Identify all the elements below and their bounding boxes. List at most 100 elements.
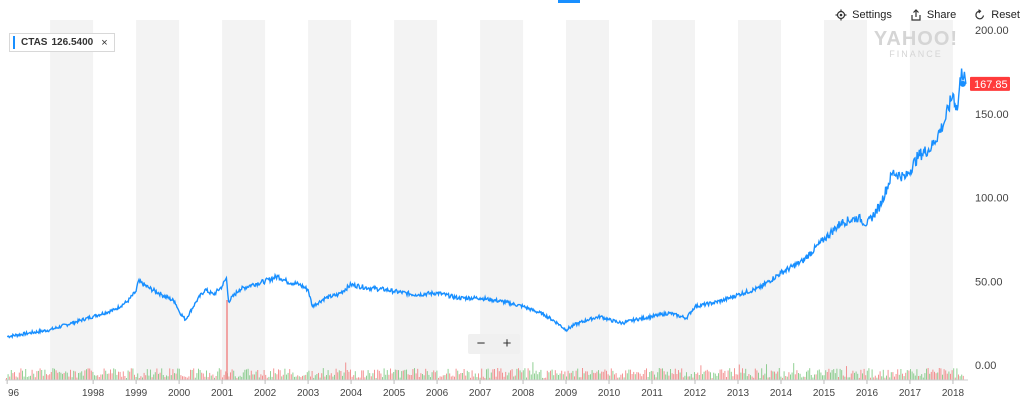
volume-bar — [658, 368, 660, 380]
volume-bar — [415, 373, 417, 380]
volume-bar — [308, 370, 310, 380]
volume-bar — [489, 377, 491, 380]
volume-bar — [20, 368, 22, 380]
volume-bar — [529, 370, 531, 380]
volume-bar — [865, 375, 867, 380]
share-icon — [911, 9, 921, 21]
volume-bar — [70, 369, 71, 380]
volume-bar — [337, 372, 339, 380]
share-button[interactable]: Share — [910, 9, 956, 21]
legend-close-icon[interactable]: × — [101, 36, 108, 49]
settings-button[interactable]: Settings — [835, 9, 892, 21]
volume-bar — [490, 372, 492, 380]
x-tick-label: 2015 — [813, 388, 836, 399]
volume-bar — [58, 371, 60, 380]
volume-bar — [750, 375, 751, 380]
volume-bar — [409, 374, 411, 380]
volume-bar — [839, 368, 841, 380]
volume-bar — [335, 368, 337, 380]
volume-bar — [230, 372, 231, 380]
volume-bar — [745, 368, 747, 380]
x-axis-ticks: 96 1998 1999 2000 2001 2002 2003 2004 2005 2006 20… — [6, 380, 965, 399]
volume-bar — [201, 372, 203, 380]
volume-bar — [247, 368, 249, 380]
volume-bar — [169, 368, 171, 380]
series-legend[interactable]: CTAS 126.5400 × — [9, 33, 115, 52]
volume-bar — [594, 373, 596, 380]
volume-bar — [897, 369, 899, 380]
volume-bar — [252, 374, 254, 380]
volume-bar — [121, 376, 123, 380]
volume-bar — [199, 370, 201, 380]
volume-bar — [943, 369, 945, 380]
volume-bar — [948, 371, 950, 380]
volume-bar — [935, 373, 937, 380]
volume-bar — [705, 370, 707, 380]
volume-bar — [220, 369, 222, 380]
volume-bar — [556, 373, 558, 380]
volume-bar — [554, 370, 556, 380]
x-tick-label: 2012 — [684, 388, 707, 399]
volume-bar — [350, 369, 351, 380]
volume-bar — [207, 377, 209, 380]
volume-bar — [558, 375, 559, 380]
volume-bar — [761, 368, 763, 380]
volume-bar — [657, 372, 659, 380]
volume-bar — [569, 373, 571, 380]
volume-bar — [742, 368, 743, 380]
volume-bar — [550, 370, 551, 380]
reset-button[interactable]: Reset — [974, 9, 1020, 21]
volume-bar — [798, 373, 799, 380]
volume-bar — [655, 377, 657, 380]
volume-bar — [802, 376, 804, 380]
volume-bar — [148, 375, 150, 380]
volume-bar — [257, 370, 259, 380]
volume-bar — [689, 376, 691, 380]
volume-bar — [60, 372, 62, 380]
volume-bar — [142, 377, 143, 380]
volume-bar — [111, 373, 113, 380]
volume-bar — [268, 376, 270, 380]
volume-bar — [822, 375, 823, 380]
volume-bar — [100, 374, 102, 380]
volume-bar — [174, 373, 175, 380]
volume-bar — [127, 370, 129, 380]
volume-bar — [332, 376, 334, 380]
volume-bar — [377, 369, 379, 380]
volume-bar — [114, 369, 116, 380]
volume-bar — [118, 371, 119, 380]
volume-bar — [191, 370, 193, 380]
volume-bar — [442, 375, 444, 380]
reset-label: Reset — [991, 9, 1020, 21]
volume-bar — [906, 370, 908, 380]
x-tick-label: 2003 — [297, 388, 320, 399]
volume-bar — [481, 368, 483, 380]
volume-bar — [356, 377, 358, 380]
volume-bar — [170, 375, 172, 380]
volume-bar — [910, 369, 911, 380]
volume-bar — [260, 374, 262, 380]
volume-bar — [172, 369, 174, 380]
volume-bar — [410, 375, 412, 380]
zoom-out-button[interactable]: − — [476, 335, 486, 352]
volume-bar — [226, 300, 228, 380]
volume-bar — [26, 377, 28, 380]
y-tick-label: 150.00 — [975, 109, 1009, 121]
volume-bar — [185, 376, 187, 380]
volume-bar — [606, 370, 607, 380]
volume-bar — [274, 373, 276, 380]
volume-bar — [546, 370, 548, 380]
volume-bar — [526, 377, 527, 380]
volume-bar — [9, 376, 11, 380]
legend-ticker: CTAS — [21, 37, 48, 48]
year-band — [136, 20, 180, 380]
volume-bar — [234, 376, 236, 380]
x-tick-label: 2017 — [899, 388, 922, 399]
volume-bar — [577, 368, 579, 380]
volume-bar — [430, 377, 431, 380]
volume-bar — [913, 373, 915, 380]
volume-bar — [50, 372, 52, 380]
zoom-in-button[interactable]: + — [502, 335, 512, 352]
volume-bar — [250, 370, 252, 380]
